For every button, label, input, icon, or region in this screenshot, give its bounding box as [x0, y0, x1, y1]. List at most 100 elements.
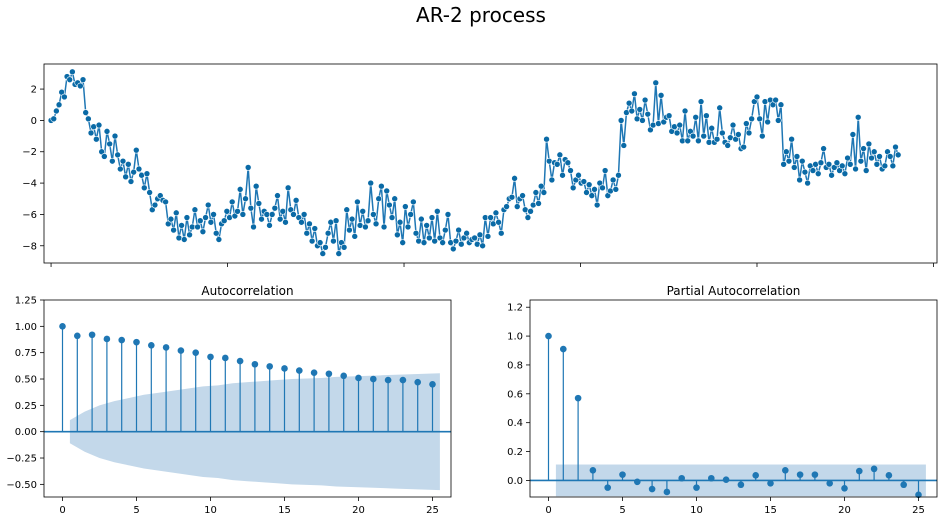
series-point [862, 167, 870, 174]
series-point [151, 201, 159, 209]
acf-stem-marker [384, 376, 392, 384]
series-point [753, 93, 761, 101]
acf-stem-marker [148, 341, 155, 349]
pacf-ytick-label: 0.2 [507, 447, 523, 458]
series-point [713, 135, 721, 143]
series-point [591, 186, 598, 193]
series-point [77, 82, 84, 90]
series-point [300, 211, 308, 218]
series-point [450, 245, 457, 253]
series-point [833, 159, 841, 167]
acf-stem-marker [222, 354, 229, 362]
series-point [274, 192, 281, 199]
pacf-stem-marker [856, 467, 863, 475]
series-point [857, 157, 865, 165]
series-point [636, 106, 644, 113]
series-point [820, 145, 827, 152]
series-point [119, 157, 127, 165]
pacf-title: Partial Autocorrelation [667, 284, 801, 298]
series-point [463, 229, 470, 237]
series-point [196, 217, 204, 224]
series-point [673, 129, 681, 137]
series-point [580, 178, 588, 185]
series-point [508, 193, 516, 201]
series-point [559, 171, 566, 179]
series-point [95, 121, 103, 129]
series-point [625, 99, 633, 107]
series-point [167, 215, 175, 223]
series-point [809, 167, 817, 174]
series-point [290, 211, 297, 218]
series-point [609, 176, 617, 184]
series-point [194, 223, 201, 231]
series-point [740, 143, 747, 151]
series-ytick-label: −6 [22, 210, 37, 221]
series-point [322, 244, 329, 251]
series-point [708, 124, 716, 132]
series-point [207, 218, 215, 226]
series-point [378, 182, 385, 190]
pacf-stem-marker [915, 491, 922, 499]
series-point [889, 162, 897, 170]
series-point [220, 217, 228, 224]
series-point [588, 192, 596, 199]
series-point [410, 198, 417, 206]
pacf-stem-marker [737, 481, 745, 489]
series-point [892, 143, 899, 151]
series-point [774, 117, 782, 124]
series-plot: −8 −6 −4 −2 0 2 [22, 63, 938, 267]
series-point [492, 209, 500, 217]
series-point [348, 215, 356, 223]
series-point [271, 204, 279, 212]
acf-ytick-label: −0.50 [6, 480, 37, 491]
series-point [817, 159, 825, 167]
acf-stem-marker [177, 347, 185, 354]
acf-xtick-label: 5 [133, 505, 139, 516]
series-point [223, 207, 231, 215]
series-point [399, 239, 406, 246]
pacf-stem-marker [604, 484, 611, 491]
acf-stem-marker [251, 360, 259, 368]
series-point [388, 214, 396, 221]
series-point [716, 104, 723, 112]
acf-ytick-label: 1.25 [15, 296, 37, 307]
series-point [114, 151, 121, 159]
series-point [457, 240, 465, 248]
pacf-stem-marker [574, 394, 582, 402]
series-point [601, 167, 609, 174]
series-point [695, 137, 702, 145]
series-point [191, 206, 199, 214]
series-point [215, 236, 223, 243]
series-point [873, 160, 881, 168]
series-ytick-label: 0 [31, 116, 37, 127]
acf-stem-marker [399, 376, 407, 384]
pacf-stem-marker [796, 471, 804, 478]
series-point [495, 218, 502, 226]
series-point [628, 107, 636, 115]
acf-xtick-label: 0 [59, 505, 65, 516]
acf-stem-marker [192, 349, 199, 356]
series-point [535, 200, 542, 207]
acf-xtick-label: 10 [204, 505, 217, 516]
series-point [511, 175, 518, 182]
series-point [386, 201, 393, 209]
acf-xtick-label: 15 [278, 505, 291, 516]
series-point [330, 237, 337, 245]
pacf-stem-marker [708, 474, 715, 482]
series-point [284, 184, 292, 192]
pacf-stem-marker [648, 485, 656, 493]
series-point [735, 131, 742, 138]
acf-stem-marker [236, 357, 244, 365]
series-point [247, 204, 255, 212]
series-point [140, 184, 148, 192]
series-point [180, 236, 188, 243]
pacf-stem-marker [885, 472, 893, 479]
acf-stem-marker [118, 336, 125, 344]
pacf-ytick-label: 0.4 [507, 418, 523, 429]
series-point [455, 226, 462, 234]
pacf-stem-marker [752, 472, 759, 479]
acf-axes-frame [43, 299, 452, 498]
series-point [684, 137, 692, 145]
series-point [641, 96, 649, 104]
series-point [844, 154, 851, 162]
